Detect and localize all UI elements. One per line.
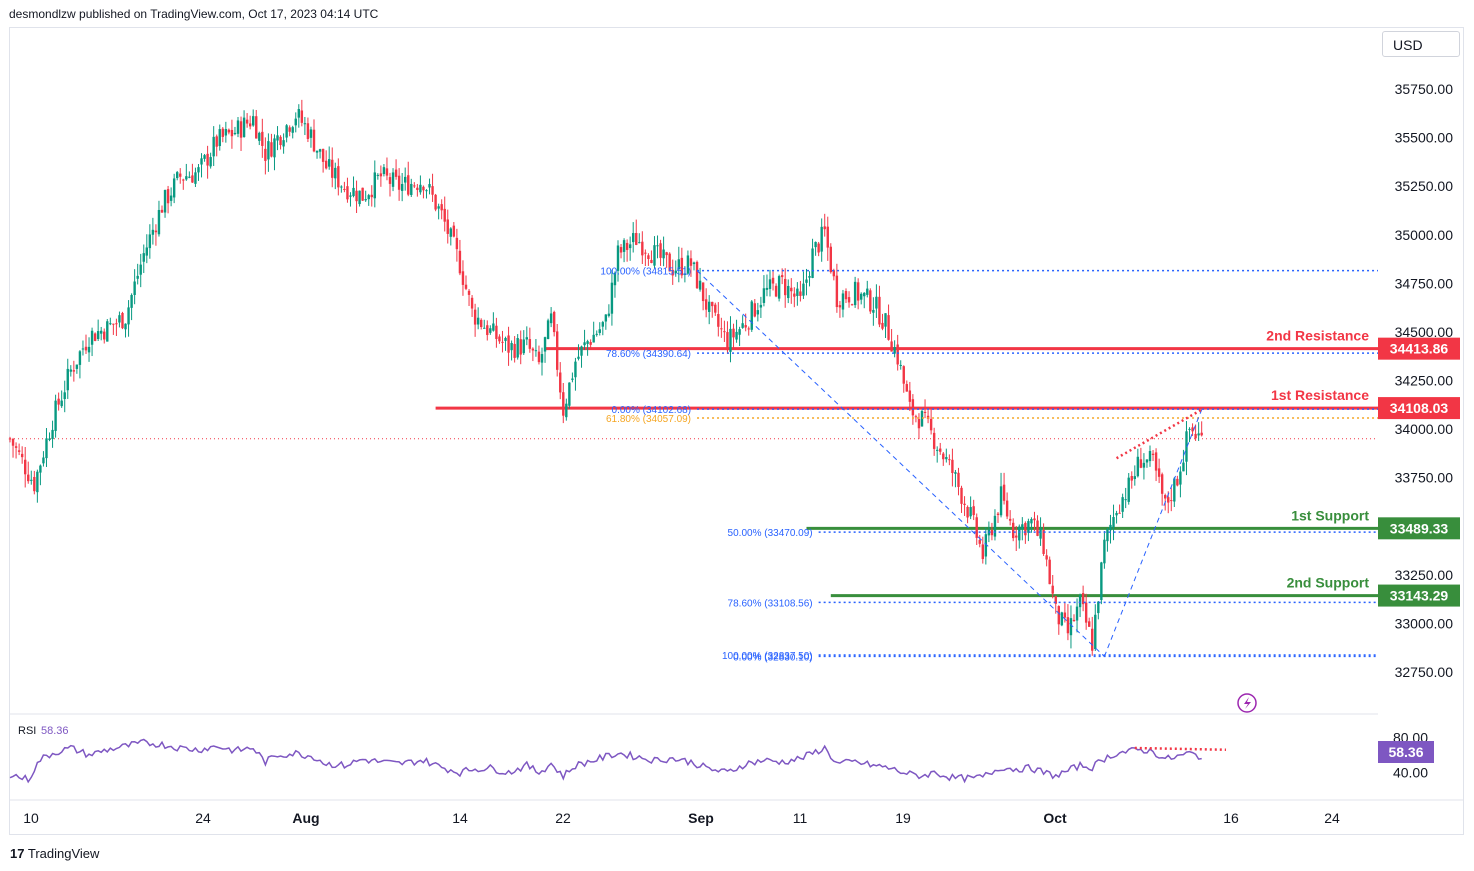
tv-brand-text: TradingView (27, 846, 100, 861)
currency-selector[interactable]: USD (1382, 31, 1460, 57)
publisher-header: desmondlzw published on TradingView.com,… (9, 7, 379, 21)
tradingview-logo[interactable]: 17 TradingView (10, 846, 99, 861)
tv-logo-icon: 17 (10, 846, 25, 861)
chart-frame (9, 27, 1464, 835)
